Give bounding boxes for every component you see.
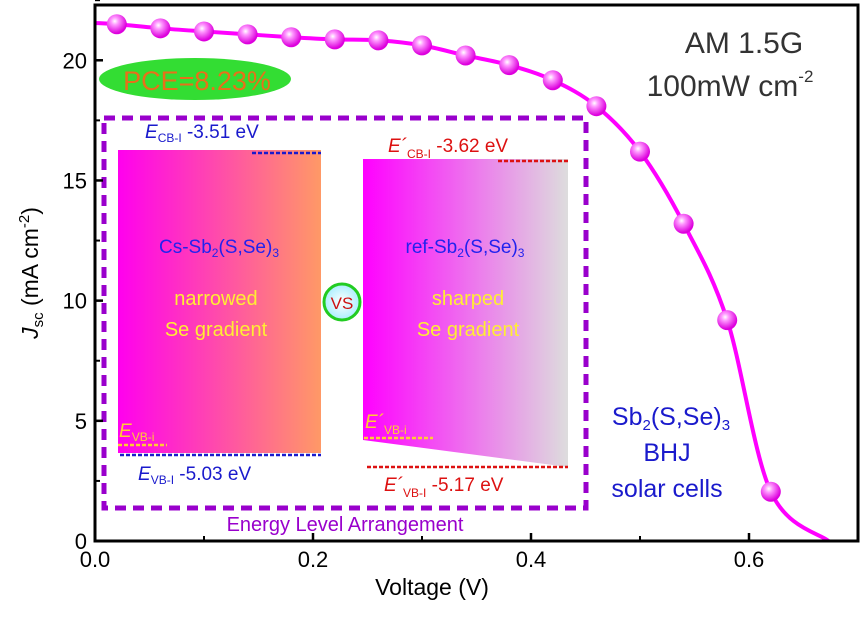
data-point: [281, 27, 302, 48]
data-point: [673, 213, 694, 234]
data-point: [630, 141, 650, 162]
data-point: [542, 70, 563, 91]
series-group: [94, 14, 830, 543]
energy-level-inset: ECB-I -3.51 eV EVB-I -5.03 eV EVB-i E´CB…: [101, 115, 589, 536]
data-point: [194, 21, 214, 42]
vs-label: VS: [331, 294, 354, 313]
illumination-line2: 100mW cm-2: [647, 67, 814, 103]
inset-border: [101, 115, 589, 511]
data-point: [324, 29, 345, 50]
y-axis-label: Jsc (mA cm-2): [16, 207, 47, 340]
inset-title: Energy Level Arrangement: [227, 514, 464, 536]
y-tick-label: 10: [63, 289, 87, 314]
data-point: [455, 45, 476, 66]
pce-label: PCE=8.23%: [123, 66, 271, 96]
right-band: [363, 159, 568, 467]
x-tick-label: 0.4: [516, 547, 547, 572]
vs-circle: [322, 282, 362, 322]
x-axis-label: Voltage (V): [375, 574, 489, 600]
x-tick-label: 0.2: [298, 547, 329, 572]
plot-frame: [93, 3, 860, 543]
data-point: [586, 96, 607, 117]
left-material-label: Cs-Sb2(S,Se)3: [159, 237, 279, 260]
data-point: [237, 24, 258, 45]
left-vb-label: EVB-I -5.03 eV: [138, 464, 251, 487]
left-vbi-label: EVB-i: [119, 421, 154, 444]
right-desc-line1: sharped: [432, 288, 504, 310]
right-vbi-label: E´VB-i: [365, 412, 407, 437]
y-tick-label: 5: [75, 409, 87, 434]
device-line3: solar cells: [611, 475, 722, 503]
data-point: [717, 310, 738, 331]
y-tick-label: 0: [75, 529, 87, 554]
left-desc-line1: narrowed: [174, 288, 257, 310]
data-point: [499, 55, 520, 76]
data-point: [150, 18, 171, 39]
axes: 0.0 0.2 0.4 0.6 0 5 10 15 20: [63, 0, 860, 572]
left-desc-line2: Se gradient: [165, 319, 268, 341]
data-point: [412, 35, 432, 56]
x-tick-label: 0.6: [734, 547, 765, 572]
left-band: [118, 150, 321, 453]
device-line2: BHJ: [643, 439, 690, 467]
data-point: [760, 481, 781, 502]
right-desc-line2: Se gradient: [417, 319, 520, 341]
device-line1: Sb2(S,Se)3: [612, 403, 730, 434]
right-vb-label: E´VB-I -5.17 eV: [384, 475, 504, 500]
right-material-label: ref-Sb2(S,Se)3: [406, 237, 525, 260]
y-tick-label: 15: [63, 168, 87, 193]
left-cb-label: ECB-I -3.51 eV: [145, 122, 259, 145]
data-point: [106, 14, 127, 35]
data-point: [368, 30, 389, 51]
right-cb-label: E´CB-I -3.62 eV: [388, 136, 508, 161]
y-tick-label: 20: [63, 48, 87, 73]
illumination-line1: AM 1.5G: [685, 27, 803, 60]
pce-ellipse: [99, 58, 291, 100]
x-tick-label: 0.0: [80, 547, 111, 572]
